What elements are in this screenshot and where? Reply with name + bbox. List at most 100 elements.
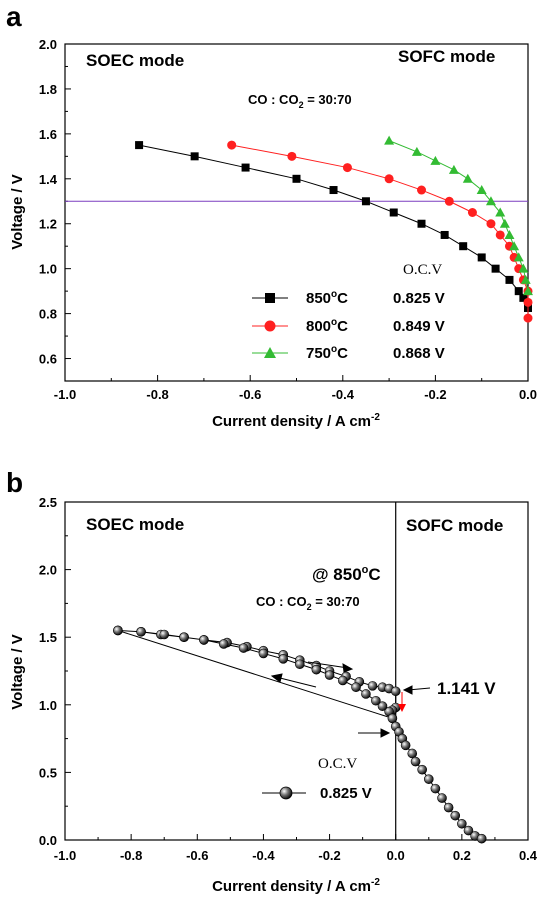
- data-point: [159, 629, 170, 640]
- y-tick-label-a: 1.2: [39, 217, 57, 232]
- label-sofc-mode-a: SOFC mode: [398, 47, 495, 66]
- y-tick-label-b: 1.0: [39, 698, 57, 713]
- y-tick-label-a: 1.0: [39, 262, 57, 277]
- x-tick-label-a: -0.4: [332, 387, 355, 402]
- legend-marker-b: [279, 786, 293, 800]
- series-800oC: [227, 140, 533, 323]
- data-point: [450, 810, 461, 821]
- data-point: [410, 756, 421, 767]
- y-axis-label-b: Voltage / V: [9, 634, 26, 710]
- arrow-forward-upper: [307, 661, 349, 669]
- y-tick-label-a: 0.6: [39, 352, 57, 367]
- data-point: [448, 164, 459, 174]
- arrow-backward-lower: [275, 676, 317, 688]
- y-tick-label-a: 1.8: [39, 82, 57, 97]
- legend-label-800: 800oC: [306, 317, 348, 335]
- data-point: [400, 740, 411, 751]
- data-point: [495, 207, 506, 217]
- data-point: [491, 264, 500, 273]
- red-arrow-head: [398, 704, 406, 712]
- y-tick-label-a: 1.4: [39, 172, 58, 187]
- data-point: [371, 695, 381, 706]
- data-point: [417, 764, 427, 775]
- data-point: [113, 625, 123, 636]
- panel-b: b -1.0 -0.8 -0.6 -0.4 -0.2 0.0 0.2 0.4 0.0 0.5 1.0…: [6, 467, 538, 895]
- y-tick-label-a: 1.6: [39, 127, 57, 142]
- data-point: [459, 242, 468, 251]
- y-axis-label-a: Voltage / V: [9, 174, 26, 250]
- data-point: [218, 639, 229, 649]
- data-point: [136, 626, 146, 637]
- data-point: [443, 802, 454, 813]
- data-point: [190, 152, 199, 161]
- legend-a: 850oC 0.825 V 800oC 0.849 V 750oC 0.868 …: [252, 289, 445, 362]
- red-drop-arrow: [398, 692, 406, 712]
- data-point: [135, 141, 144, 150]
- ratio-label-a: CO : CO2 = 30:70: [248, 92, 352, 110]
- arrow-head-to-ocv: [380, 728, 391, 738]
- legend-b: 0.825 V: [262, 785, 372, 802]
- x-tick-label-b: -0.4: [252, 848, 275, 863]
- y-tick-label-b: 1.5: [39, 630, 57, 645]
- legend-marker-800: [264, 320, 276, 332]
- data-point: [440, 230, 449, 239]
- panel-letter-b: b: [6, 467, 23, 498]
- legend-ocv-800: 0.849 V: [393, 318, 445, 335]
- series-line: [138, 144, 529, 309]
- data-point: [476, 833, 487, 844]
- data-point: [444, 196, 454, 206]
- series-0.825 V: [113, 625, 487, 844]
- label-soec-mode-b: SOEC mode: [86, 515, 184, 534]
- data-point: [361, 197, 370, 206]
- x-tick-label-b: -0.8: [120, 848, 142, 863]
- series-line: [231, 144, 529, 319]
- series-850oC: [135, 141, 532, 312]
- y-tick-label-a: 0.8: [39, 307, 57, 322]
- data-point: [519, 293, 528, 302]
- label-soec-mode-a: SOEC mode: [86, 51, 184, 70]
- x-tick-label-a: -0.8: [146, 387, 168, 402]
- y-tick-label-a: 2.0: [39, 37, 57, 52]
- data-point: [324, 670, 335, 680]
- ocv-title-b: O.C.V: [318, 756, 357, 772]
- data-point: [523, 297, 533, 307]
- data-point: [417, 185, 427, 195]
- panel-letter-a: a: [6, 1, 22, 32]
- series-b: [113, 625, 487, 844]
- data-point: [523, 286, 533, 296]
- legend-ocv-850: 0.825 V: [393, 290, 445, 307]
- legend-ocv-b: 0.825 V: [320, 785, 372, 802]
- data-point: [463, 825, 474, 836]
- x-tick-label-b: -1.0: [54, 848, 76, 863]
- data-point: [520, 274, 531, 284]
- data-point: [407, 748, 418, 759]
- data-point: [389, 208, 398, 217]
- temp-label-b: @ 850oC: [312, 564, 381, 584]
- legend-marker-750: [264, 347, 276, 358]
- data-point: [384, 174, 394, 184]
- data-point: [417, 219, 426, 228]
- y-tick-label-b: 0.0: [39, 833, 57, 848]
- data-point: [295, 659, 305, 670]
- series-a: [135, 135, 533, 323]
- legend-label-750: 750oC: [306, 344, 348, 362]
- data-point: [337, 675, 348, 686]
- data-point: [384, 135, 395, 145]
- data-point: [390, 686, 401, 697]
- x-tick-label-a: -1.0: [54, 387, 76, 402]
- ratio-label-b: CO : CO2 = 30:70: [256, 594, 360, 612]
- data-point: [367, 681, 378, 691]
- data-point: [377, 701, 388, 711]
- y-tick-label-b: 0.5: [39, 765, 57, 780]
- data-point: [499, 218, 510, 228]
- ocv-title-a: O.C.V: [403, 262, 442, 278]
- data-point: [430, 155, 441, 165]
- data-point: [505, 275, 514, 284]
- data-point: [351, 682, 361, 693]
- x-tick-label-a: -0.2: [424, 387, 446, 402]
- x-tick-label-a: 0.0: [519, 387, 537, 402]
- data-point: [423, 774, 434, 784]
- data-point: [329, 186, 338, 195]
- data-point: [361, 689, 371, 699]
